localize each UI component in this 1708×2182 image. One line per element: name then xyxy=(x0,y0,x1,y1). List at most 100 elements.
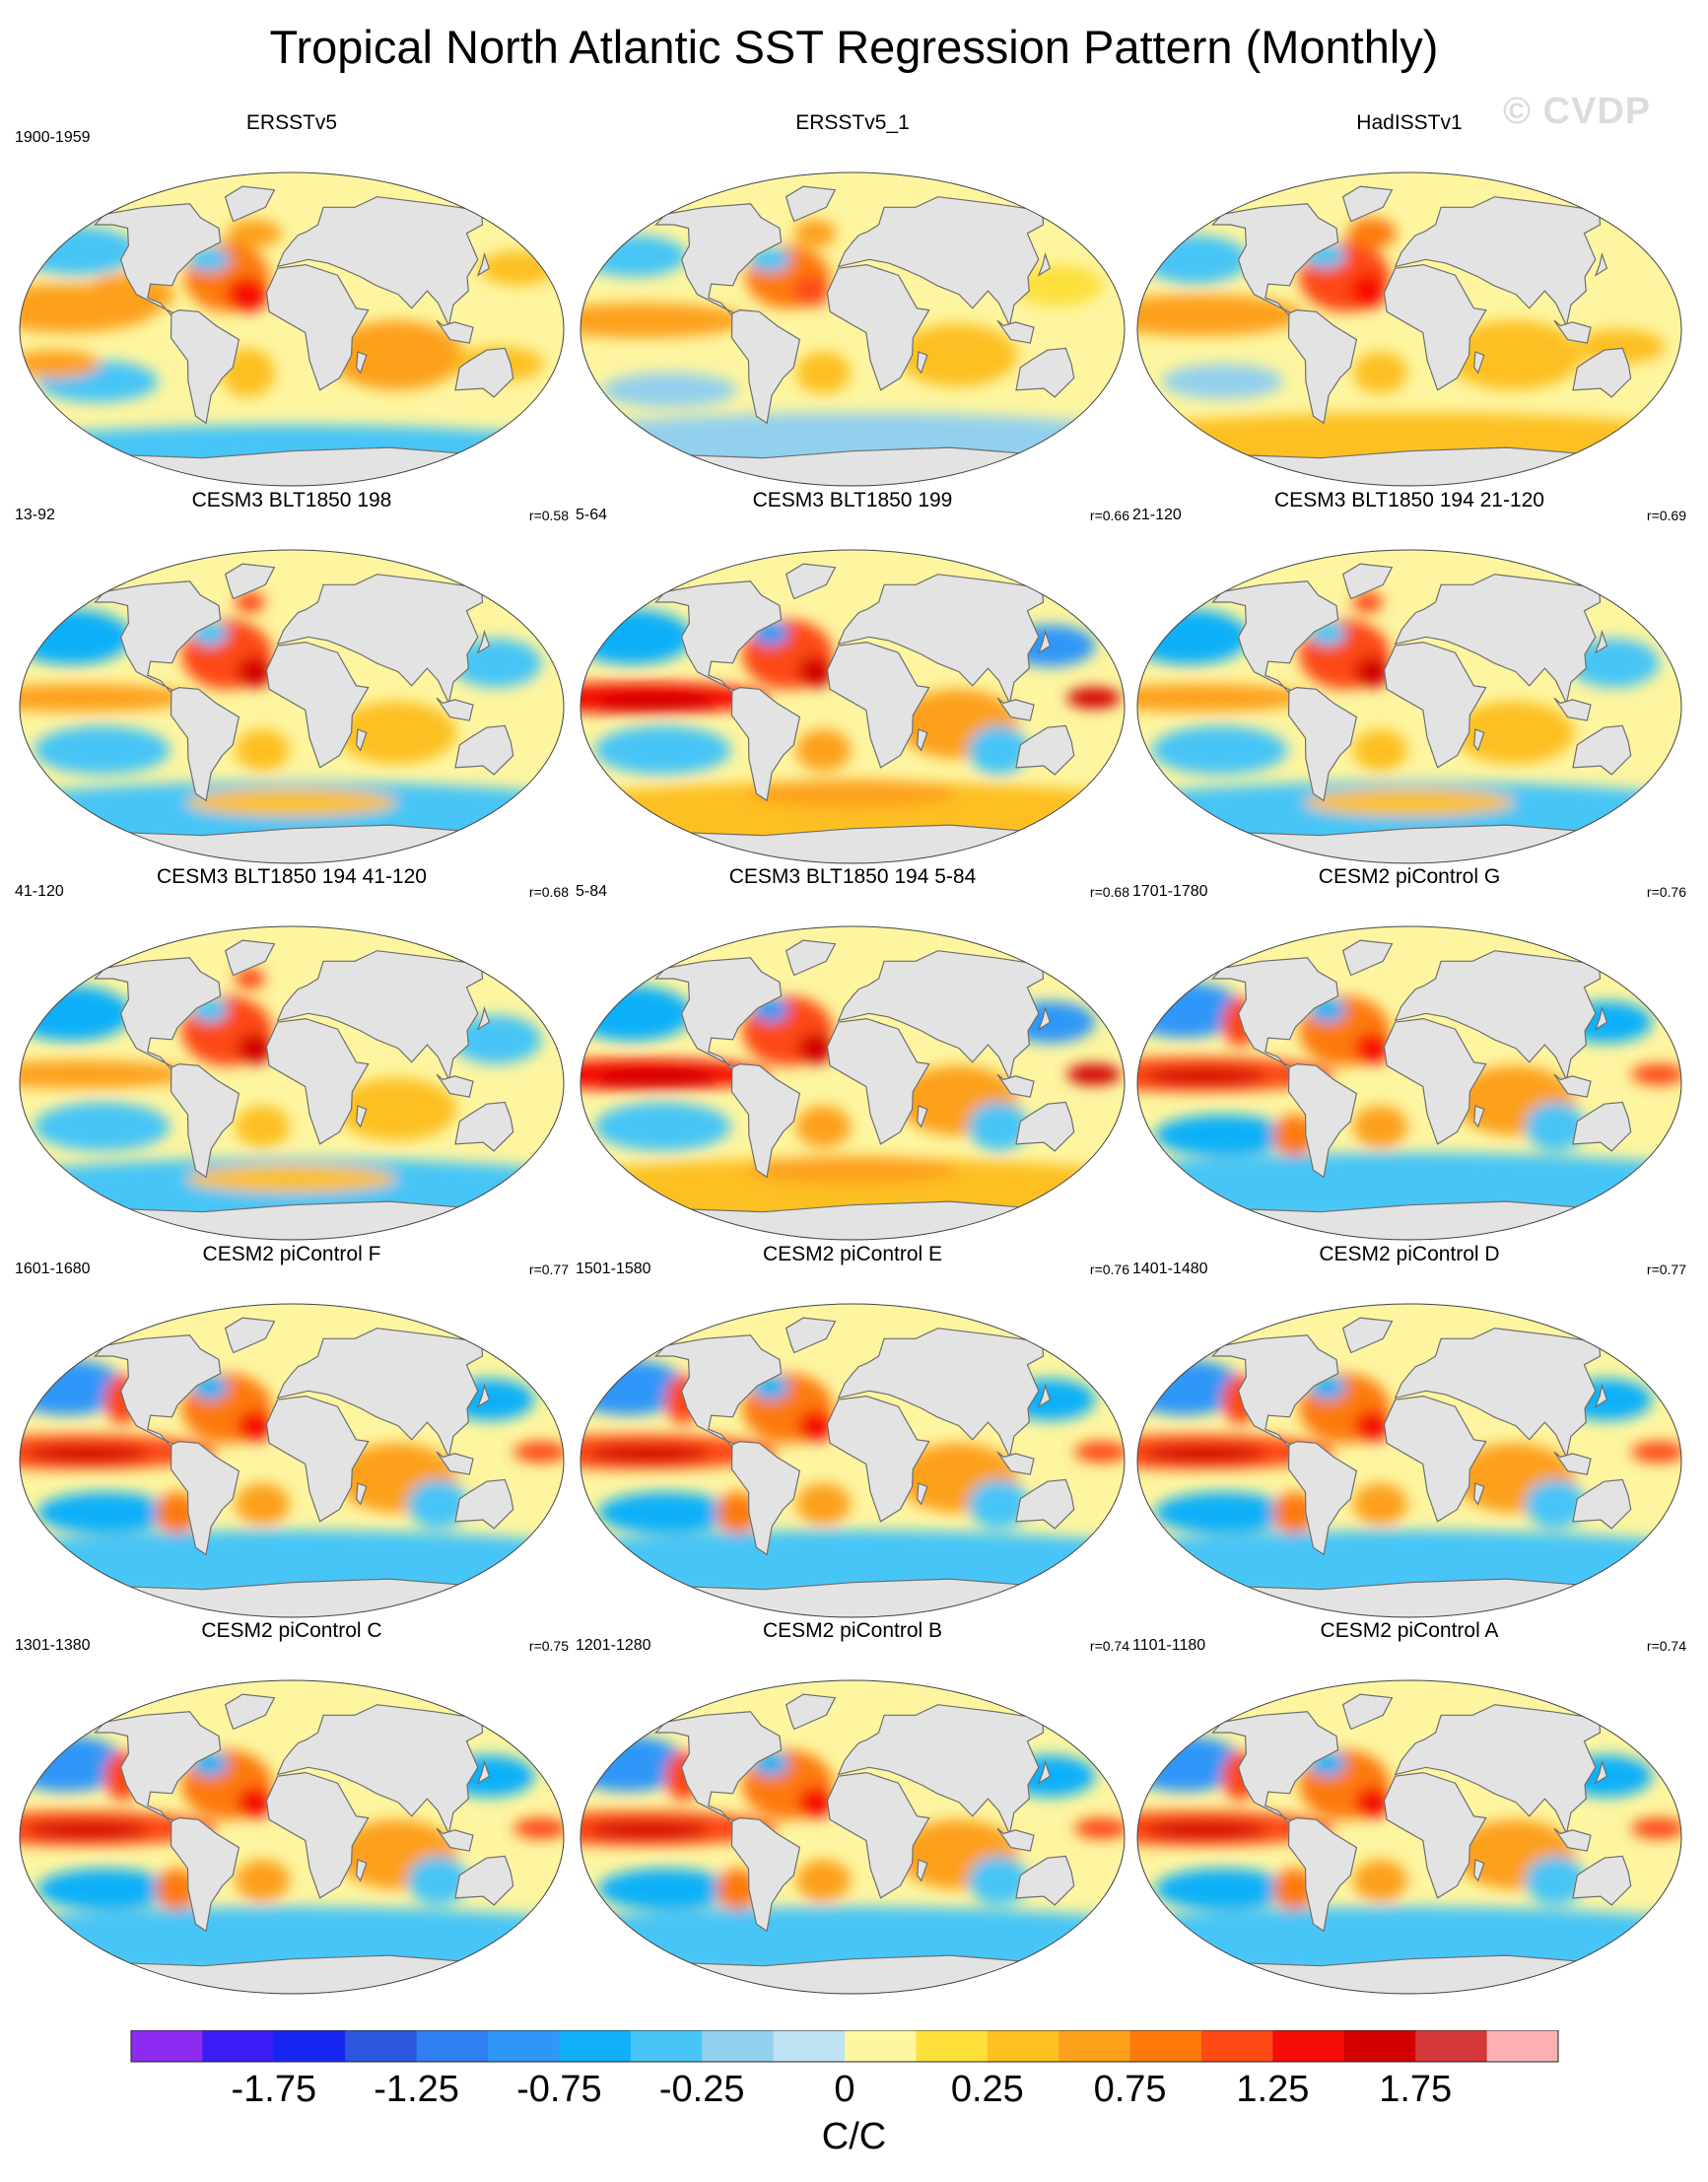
land-mass xyxy=(476,629,491,654)
land-mass xyxy=(265,1395,370,1523)
panel-correlation: r=0.74 xyxy=(1089,1638,1129,1654)
anomaly-region xyxy=(795,351,851,394)
sst-map xyxy=(19,171,565,487)
anomaly-region xyxy=(407,1479,468,1529)
panel-title: CESM3 BLT1850 194 21-120 xyxy=(1274,489,1544,511)
watermark: © CVDP xyxy=(1503,91,1652,132)
land-mass xyxy=(1211,1334,1339,1448)
anomaly-region xyxy=(587,1445,710,1463)
land-mass xyxy=(1572,347,1632,398)
land-mass xyxy=(1211,1711,1339,1824)
land-mass xyxy=(1394,196,1602,328)
anomaly-region xyxy=(1272,1114,1316,1157)
land-mass xyxy=(224,563,276,600)
anomaly-region xyxy=(450,1015,542,1064)
panel-period: 5-64 xyxy=(576,507,608,523)
land-mass xyxy=(1553,1451,1592,1475)
land-mass xyxy=(1037,1759,1052,1785)
map-panel: CESM2 piControl D 1401-1480 r=0.77 xyxy=(1130,1242,1688,1622)
land-mass xyxy=(224,185,276,223)
anomaly-region xyxy=(226,277,269,312)
land-mass xyxy=(1473,1859,1485,1882)
anomaly-region xyxy=(1349,273,1387,308)
panel-correlation: r=0.66 xyxy=(1089,508,1129,523)
anomaly-region xyxy=(792,275,830,307)
anomaly-region xyxy=(20,1060,194,1089)
anomaly-region xyxy=(335,1077,457,1141)
land-mass xyxy=(1473,1105,1485,1128)
anomaly-region xyxy=(34,1102,171,1151)
land-mass xyxy=(1383,1771,1487,1899)
land-mass xyxy=(1015,724,1075,776)
land-mass xyxy=(1553,1827,1592,1852)
anomaly-region xyxy=(1137,684,1312,713)
anomaly-region xyxy=(1525,1856,1586,1905)
anomaly-region xyxy=(1137,609,1250,665)
colorbar-tick-label: 0 xyxy=(834,2069,855,2110)
land-mass xyxy=(785,1693,837,1731)
anomaly-region xyxy=(896,323,1018,387)
map-border xyxy=(1136,925,1682,1241)
panel-correlation: r=0.77 xyxy=(1646,1261,1686,1277)
land-mass xyxy=(1015,1101,1075,1152)
map-panel: CESM3 BLT1850 194 21-120 21-120 r=0.69 xyxy=(1130,488,1688,868)
colorbar-swatch xyxy=(131,2030,203,2062)
land-mass xyxy=(654,957,783,1070)
anomaly-region xyxy=(1352,351,1407,394)
anomaly-region xyxy=(237,655,273,688)
colorbar-swatch xyxy=(273,2030,346,2062)
sst-map xyxy=(580,1303,1126,1618)
anomaly-region xyxy=(1154,1491,1291,1534)
land-mass xyxy=(837,1328,1045,1460)
panel-period: 1601-1680 xyxy=(15,1261,91,1277)
colorbar-swatch xyxy=(702,2030,775,2062)
map-panel: CESM3 BLT1850 198 13-92 r=0.58 xyxy=(13,488,571,868)
anomaly-region xyxy=(1631,1441,1681,1463)
panel-correlation: r=0.76 xyxy=(1089,1261,1129,1277)
map-panel: CESM2 piControl B 1201-1280 r=0.74 xyxy=(574,1618,1131,1999)
anomaly-region xyxy=(795,728,851,772)
map-panel: CESM2 piControl F 1601-1680 r=0.77 xyxy=(13,1242,571,1622)
land-mass xyxy=(1594,1759,1608,1785)
land-mass xyxy=(276,196,484,328)
land-mass xyxy=(1553,1073,1592,1098)
land-mass xyxy=(1383,641,1487,769)
panel-period: 41-120 xyxy=(15,883,64,900)
panel-period: 1301-1380 xyxy=(15,1637,91,1654)
map-border xyxy=(19,1303,565,1618)
land-mass xyxy=(730,308,801,425)
land-mass xyxy=(476,1005,491,1031)
anomaly-region xyxy=(1144,1821,1266,1839)
colorbar-frame xyxy=(130,2030,1559,2063)
anomaly-region xyxy=(595,692,717,711)
sst-map xyxy=(19,549,565,864)
anomaly-region xyxy=(237,1032,273,1064)
anomaly-region xyxy=(1352,1482,1407,1526)
panel-correlation: r=0.68 xyxy=(528,884,569,900)
anomaly-region xyxy=(793,219,837,247)
land-mass xyxy=(917,351,928,375)
panel-title: ERSSTv5 xyxy=(245,111,338,134)
land-mass xyxy=(224,1693,276,1731)
anomaly-region xyxy=(1137,294,1305,337)
anomaly-region xyxy=(1161,364,1283,399)
land-mass xyxy=(1015,1478,1075,1530)
anomaly-region xyxy=(1142,235,1249,285)
panel-period: 1501-1580 xyxy=(576,1261,651,1277)
land-mass xyxy=(1572,724,1632,776)
colorbar-swatch xyxy=(1415,2030,1488,2062)
land-mass xyxy=(454,1478,514,1530)
land-mass xyxy=(436,1451,474,1475)
land-mass xyxy=(356,1482,368,1506)
anomaly-region xyxy=(155,1868,198,1911)
panel-period: 1101-1180 xyxy=(1132,1637,1206,1654)
land-mass xyxy=(454,1101,514,1152)
land-mass xyxy=(785,939,837,977)
land-mass xyxy=(1211,203,1339,316)
panel-title: CESM2 piControl C xyxy=(201,1619,382,1642)
sst-map xyxy=(1136,925,1682,1241)
anomaly-region xyxy=(797,1786,834,1818)
map-border xyxy=(580,1303,1126,1618)
land-mass xyxy=(917,1105,928,1128)
land-mass xyxy=(826,1017,930,1145)
